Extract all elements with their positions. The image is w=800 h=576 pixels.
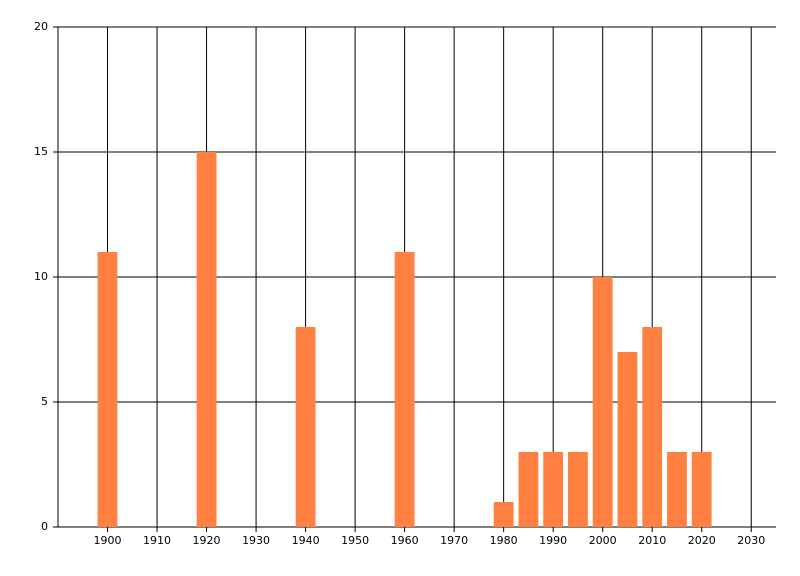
x-tick-label: 2000 (589, 534, 617, 547)
bar (592, 277, 613, 527)
bar (196, 152, 217, 527)
bar (493, 502, 514, 527)
bar (691, 452, 712, 527)
x-tick-label: 1970 (440, 534, 468, 547)
x-tick-label: 2010 (638, 534, 666, 547)
x-tick-label: 1910 (143, 534, 171, 547)
bar (617, 352, 638, 527)
y-tick-label: 10 (34, 270, 48, 283)
x-tick-label: 1900 (94, 534, 122, 547)
y-tick-label: 5 (41, 395, 48, 408)
x-tick-label: 1990 (539, 534, 567, 547)
bar (295, 327, 316, 527)
x-tick-label: 1940 (292, 534, 320, 547)
x-tick-label: 2020 (688, 534, 716, 547)
x-tick-label: 1980 (490, 534, 518, 547)
bar (568, 452, 588, 527)
x-tick-label: 1960 (391, 534, 419, 547)
x-tick-label: 1950 (341, 534, 369, 547)
bar (543, 452, 564, 527)
bar (394, 252, 415, 527)
x-tick-label: 1920 (193, 534, 221, 547)
y-tick-label: 15 (34, 145, 48, 158)
bar (518, 452, 539, 527)
bar (97, 252, 118, 527)
bar (667, 452, 687, 527)
y-tick-label: 20 (34, 20, 48, 33)
bar (642, 327, 663, 527)
x-tick-label: 2030 (737, 534, 765, 547)
y-tick-label: 0 (41, 520, 48, 533)
x-tick-label: 1930 (242, 534, 270, 547)
